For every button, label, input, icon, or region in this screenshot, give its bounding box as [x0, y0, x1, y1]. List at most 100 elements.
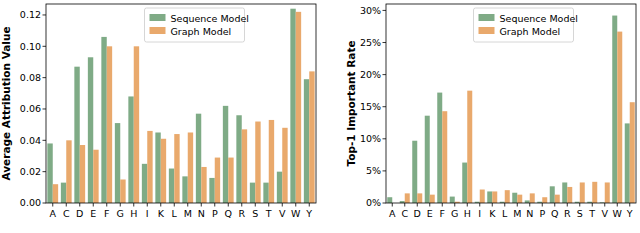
- bar: [405, 193, 410, 203]
- bar: [487, 191, 492, 203]
- bar: [107, 46, 112, 203]
- x-tick-label: F: [104, 208, 109, 219]
- bar: [542, 197, 547, 203]
- x-tick-label: I: [478, 208, 481, 219]
- x-tick-label: S: [577, 208, 583, 219]
- bar: [242, 129, 247, 203]
- x-tick: [52, 203, 53, 207]
- x-tick: [187, 203, 188, 207]
- x-tick-label: Q: [225, 208, 232, 219]
- x-tick: [66, 203, 67, 207]
- bar: [66, 140, 71, 203]
- bar: [309, 71, 314, 203]
- x-tick-label: K: [489, 208, 496, 219]
- bar: [250, 183, 255, 203]
- x-tick-label: M: [184, 208, 192, 219]
- x-tick-label: I: [146, 208, 149, 219]
- bar: [530, 193, 535, 203]
- x-tick-label: D: [414, 208, 421, 219]
- x-tick-label: W: [613, 208, 623, 219]
- x-tick: [517, 203, 518, 207]
- bar: [196, 114, 201, 203]
- bar: [417, 193, 422, 203]
- x-tick-label: A: [389, 208, 396, 219]
- bar: [505, 190, 510, 203]
- y-tick-label: 20%: [360, 69, 381, 80]
- x-tick-label: S: [252, 208, 258, 219]
- bar: [462, 163, 467, 203]
- legend: Sequence ModelGraph Model: [145, 8, 249, 42]
- bar: [80, 145, 85, 203]
- bar: [269, 120, 274, 203]
- y-tick-label: 5%: [366, 165, 381, 176]
- x-tick: [241, 203, 242, 207]
- x-tick-label: P: [212, 208, 218, 219]
- x-tick: [404, 203, 405, 207]
- x-tick: [454, 203, 455, 207]
- y-tick: [43, 203, 47, 204]
- bar: [282, 128, 287, 203]
- bar: [53, 184, 58, 203]
- bar: [88, 57, 93, 203]
- x-tick: [429, 203, 430, 207]
- bar: [182, 176, 187, 203]
- y-tick-label: 0.08: [20, 72, 41, 83]
- x-tick-label: A: [50, 208, 57, 219]
- bar: [277, 172, 282, 203]
- bar: [228, 158, 233, 203]
- bar: [387, 197, 392, 203]
- x-tick: [392, 203, 393, 207]
- x-tick-label: Q: [551, 208, 558, 219]
- x-tick-label: F: [440, 208, 445, 219]
- y-tick: [383, 203, 387, 204]
- bar: [174, 134, 179, 203]
- x-tick-label: H: [464, 208, 471, 219]
- x-tick-label: R: [564, 208, 571, 219]
- bar: [188, 132, 193, 203]
- bar: [630, 102, 635, 203]
- y-tick-label: 15%: [360, 101, 381, 112]
- bar: [625, 123, 630, 203]
- bar: [517, 195, 522, 203]
- bar: [562, 182, 567, 203]
- bar: [93, 150, 98, 203]
- x-tick: [579, 203, 580, 207]
- y-tick: [383, 138, 387, 139]
- bar: [263, 183, 268, 203]
- x-tick-label: Y: [305, 208, 312, 219]
- x-tick-label: L: [172, 208, 178, 219]
- x-tick: [309, 203, 310, 207]
- bar: [512, 193, 517, 203]
- y-tick-label: 0.02: [20, 166, 41, 177]
- x-tick: [592, 203, 593, 207]
- x-tick: [442, 203, 443, 207]
- x-tick-label: E: [90, 208, 96, 219]
- y-tick: [383, 42, 387, 43]
- x-tick: [479, 203, 480, 207]
- x-tick-label: G: [451, 208, 458, 219]
- x-tick-label: V: [602, 208, 609, 219]
- bar: [467, 91, 472, 203]
- bar: [169, 169, 174, 203]
- y-tick: [383, 10, 387, 11]
- bar: [142, 164, 147, 203]
- y-tick-label: 0%: [366, 197, 381, 208]
- x-tick: [504, 203, 505, 207]
- bar: [412, 141, 417, 203]
- x-tick-label: T: [588, 208, 595, 219]
- x-tick-label: W: [291, 208, 301, 219]
- bar: [450, 197, 455, 203]
- x-tick-label: D: [76, 208, 83, 219]
- legend-label: Sequence Model: [500, 13, 578, 24]
- chart-0: 0.000.020.040.060.080.100.12Average Attr…: [0, 4, 316, 219]
- x-tick: [529, 203, 530, 207]
- bar: [223, 106, 228, 203]
- bar: [304, 79, 309, 203]
- y-tick: [383, 106, 387, 107]
- bar: [555, 195, 560, 203]
- y-axis-label: Average Attribution Value: [0, 26, 12, 180]
- chart-1: 0%5%10%15%20%25%30%Top-1 Important RateA…: [345, 4, 636, 219]
- bars: [47, 9, 314, 203]
- x-tick: [282, 203, 283, 207]
- x-tick: [93, 203, 94, 207]
